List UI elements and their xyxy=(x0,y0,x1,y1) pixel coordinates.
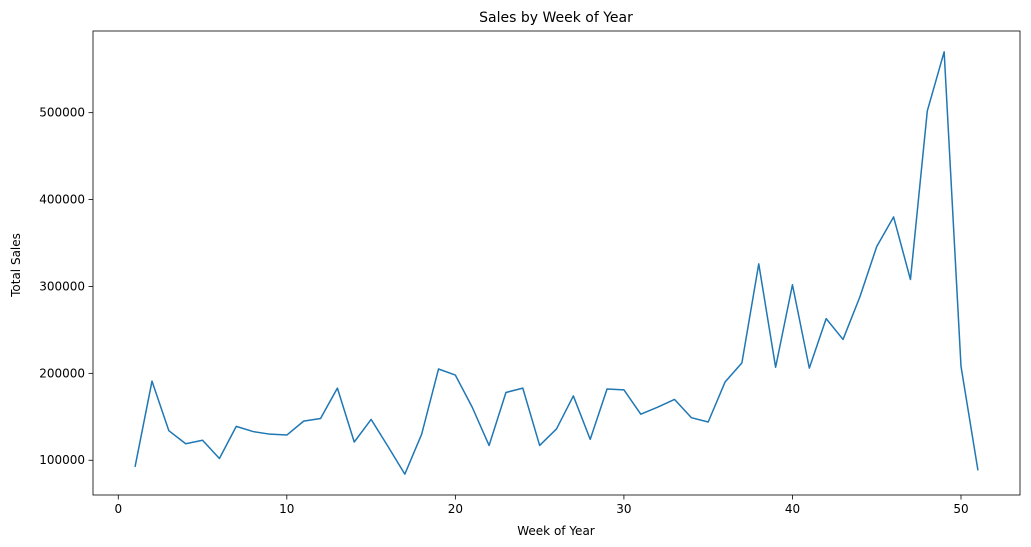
y-axis-label: Total Sales xyxy=(9,233,23,298)
x-tick-label: 40 xyxy=(785,502,800,516)
x-tick-label: 10 xyxy=(279,502,294,516)
plot-area: 0 10 20 30 40 50 100000 200000 300000 400000 50000… xyxy=(39,30,1021,516)
x-tick-label: 30 xyxy=(616,502,631,516)
x-axis-label: Week of Year xyxy=(517,524,595,538)
x-tick-label: 0 xyxy=(114,502,122,516)
axes-frame xyxy=(92,30,1021,496)
chart-title: Sales by Week of Year xyxy=(479,10,633,26)
y-tick-label: 100000 xyxy=(39,453,85,467)
y-tick-label: 200000 xyxy=(39,366,85,380)
y-tick-label: 400000 xyxy=(39,193,85,207)
y-tick-label: 300000 xyxy=(39,279,85,293)
x-tick-label: 50 xyxy=(953,502,968,516)
y-tick-label: 500000 xyxy=(39,106,85,120)
x-tick-label: 20 xyxy=(448,502,463,516)
series-line xyxy=(134,51,979,475)
